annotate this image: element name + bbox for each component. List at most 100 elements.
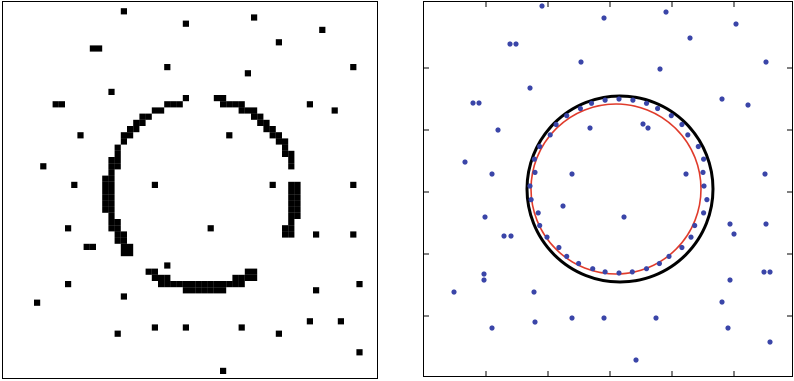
pixel: [127, 243, 134, 250]
pixel: [238, 281, 245, 288]
data-point: [685, 132, 691, 138]
pixel: [58, 101, 65, 108]
data-point: [701, 156, 707, 162]
pixel: [108, 181, 115, 188]
data-point: [578, 59, 584, 65]
data-point: [763, 221, 769, 227]
pixel: [108, 219, 115, 226]
pixel: [244, 268, 251, 275]
pixel: [170, 281, 177, 288]
pixel: [108, 88, 115, 95]
pixel: [251, 113, 258, 120]
pixel: [350, 64, 357, 71]
pixel: [269, 126, 276, 133]
pixel: [356, 281, 363, 288]
pixel: [288, 188, 295, 195]
pixel: [257, 119, 264, 126]
data-point: [727, 221, 733, 227]
data-point: [532, 169, 538, 175]
scatter-plot-panel: [423, 1, 793, 377]
data-point: [745, 102, 751, 108]
pixel: [114, 150, 121, 157]
data-point: [762, 171, 768, 177]
data-point: [656, 260, 662, 267]
pixel: [120, 138, 127, 145]
pixel: [89, 45, 96, 52]
pixel: [108, 194, 115, 201]
pixel: [251, 268, 258, 275]
pixel: [232, 101, 239, 108]
pixel: [226, 281, 233, 288]
pixel: [257, 113, 264, 120]
pixel: [108, 188, 115, 195]
pixel: [220, 281, 227, 288]
pixel: [120, 132, 127, 139]
pixel: [114, 225, 121, 232]
pixel: [158, 274, 165, 281]
pixel: [207, 287, 214, 294]
data-point: [451, 289, 457, 295]
data-point: [679, 121, 685, 128]
pixel: [201, 287, 208, 294]
pixel: [151, 324, 158, 331]
pixel: [176, 101, 183, 108]
data-point: [528, 197, 534, 203]
pixel: [151, 181, 158, 188]
pixel: [356, 349, 363, 356]
pixel: [108, 212, 115, 219]
pixel: [251, 14, 258, 21]
pixel: [220, 367, 227, 374]
data-point: [569, 315, 575, 321]
data-point: [507, 41, 513, 47]
pixel: [232, 274, 239, 281]
pixel: [238, 107, 245, 114]
pixel: [83, 243, 90, 250]
pixel: [263, 126, 270, 133]
data-point: [481, 277, 487, 283]
data-point: [704, 197, 710, 203]
data-point: [495, 127, 501, 133]
pixel: [282, 231, 289, 238]
pixel: [288, 157, 295, 164]
pixel: [238, 101, 245, 108]
data-point: [527, 85, 533, 91]
pixel: [288, 212, 295, 219]
pixel: [337, 318, 344, 325]
pixel: [182, 95, 189, 102]
pixel: [263, 119, 270, 126]
data-point: [489, 171, 495, 177]
data-point: [587, 125, 593, 131]
pixel: [182, 20, 189, 27]
pixel: [282, 144, 289, 151]
data-point: [630, 97, 636, 103]
pixel: [207, 281, 214, 288]
pixel: [102, 200, 109, 207]
scatter-plot: [424, 2, 792, 376]
data-point: [621, 214, 627, 220]
pixel: [201, 281, 208, 288]
pixel: [294, 212, 301, 219]
pixel: [164, 262, 171, 269]
data-point: [601, 15, 607, 21]
data-point: [537, 143, 543, 150]
data-point: [489, 325, 495, 331]
data-point: [547, 132, 553, 138]
data-point: [668, 113, 674, 119]
pixel: [108, 175, 115, 182]
pixel: [269, 181, 276, 188]
pixel: [306, 101, 313, 108]
pixel: [288, 231, 295, 238]
pixel: [114, 144, 121, 151]
pixel: [313, 231, 320, 238]
pixel: [182, 324, 189, 331]
pixel: [244, 107, 251, 114]
data-point: [601, 315, 607, 321]
data-point: [688, 234, 694, 240]
data-point: [695, 143, 701, 150]
pixel: [244, 70, 251, 77]
pixel: [350, 181, 357, 188]
data-point: [544, 234, 550, 240]
pixel: [164, 281, 171, 288]
pixel: [331, 107, 338, 114]
